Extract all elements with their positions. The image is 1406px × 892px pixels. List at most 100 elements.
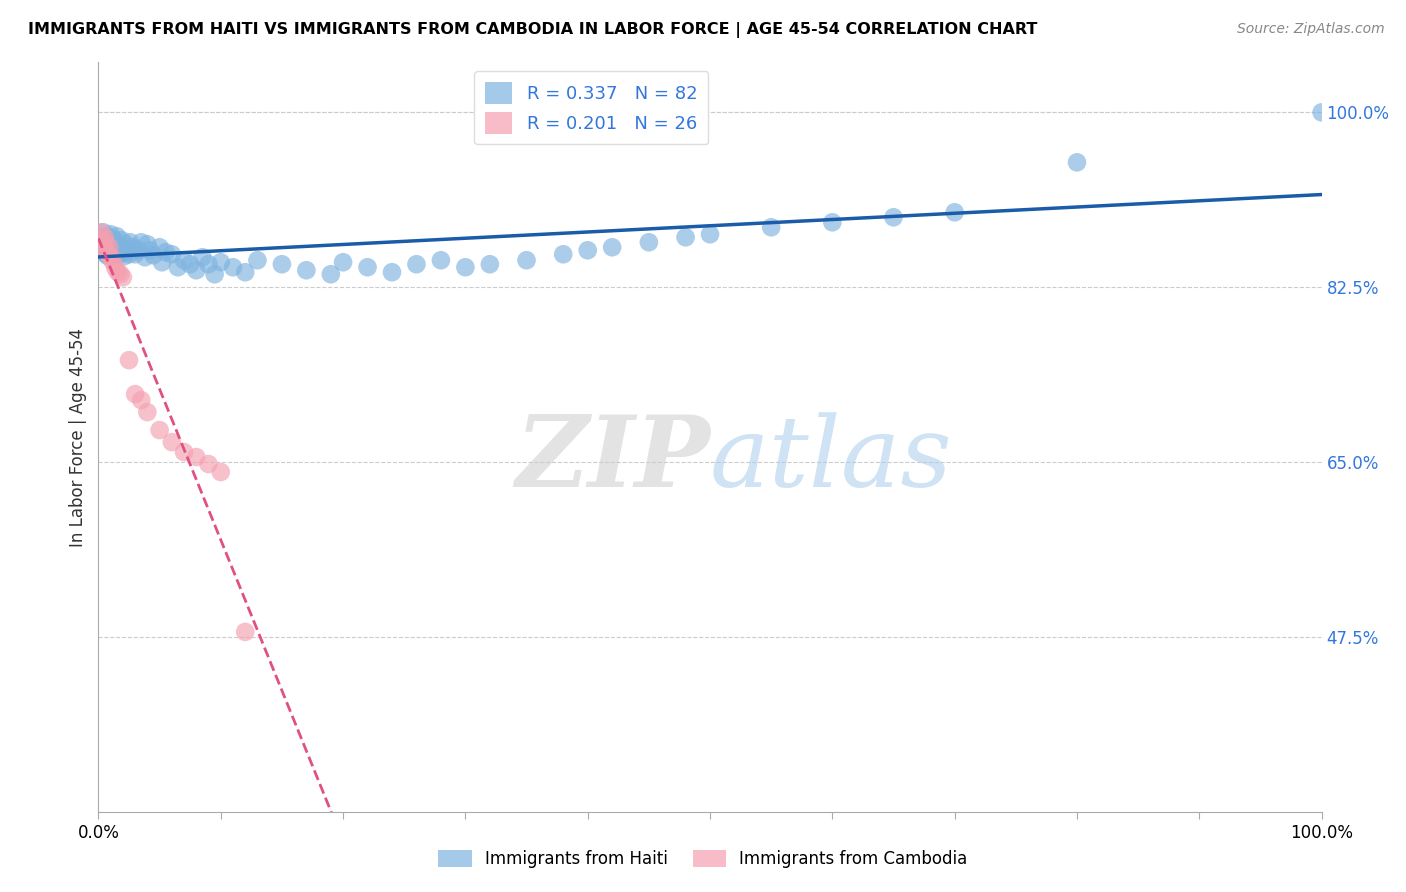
Point [173,253,195,268]
Point [197,457,219,471]
Point [110,267,132,281]
Point [356,260,378,275]
Point [91,225,114,239]
Point [454,260,477,275]
Legend: R = 0.337   N = 82, R = 0.201   N = 26: R = 0.337 N = 82, R = 0.201 N = 26 [474,71,709,145]
Point [101,235,124,250]
Point [101,242,124,256]
Text: ZIP: ZIP [515,411,710,508]
Point [149,423,172,437]
Point [104,248,127,262]
Point [103,244,125,258]
Point [118,353,141,368]
Point [107,244,129,259]
Point [270,257,294,271]
Point [100,244,122,258]
Point [124,247,146,261]
Point [118,247,141,261]
Point [332,255,354,269]
Point [134,250,156,264]
Point [90,225,112,239]
Point [295,263,318,277]
Point [405,257,427,271]
Point [91,233,114,247]
Point [150,255,173,269]
Point [381,265,404,279]
Point [883,211,905,225]
Point [97,236,120,251]
Point [191,250,214,264]
Point [94,235,117,250]
Point [93,230,115,244]
Legend: Immigrants from Haiti, Immigrants from Cambodia: Immigrants from Haiti, Immigrants from C… [432,843,974,875]
Point [478,257,501,271]
Point [139,244,162,258]
Point [127,244,149,258]
Point [222,260,245,275]
Point [93,233,115,247]
Point [104,235,127,250]
Point [204,267,226,281]
Point [111,233,134,247]
Point [98,240,121,254]
Point [91,230,114,244]
Point [110,247,132,261]
Point [94,235,117,250]
Point [136,237,159,252]
Point [149,240,172,254]
Point [104,261,127,276]
Point [675,230,697,244]
Point [96,231,118,245]
Text: atlas: atlas [710,412,953,508]
Text: Source: ZipAtlas.com: Source: ZipAtlas.com [1237,22,1385,37]
Text: IMMIGRANTS FROM HAITI VS IMMIGRANTS FROM CAMBODIA IN LABOR FORCE | AGE 45-54 COR: IMMIGRANTS FROM HAITI VS IMMIGRANTS FROM… [28,22,1038,38]
Point [94,247,117,261]
Point [155,245,177,260]
Point [160,247,183,261]
Point [96,245,118,260]
Point [107,265,129,279]
Point [209,465,232,479]
Point [142,248,165,262]
Point [111,270,134,285]
Point [699,227,721,242]
Point [120,235,142,250]
Point [105,242,128,256]
Y-axis label: In Labor Force | Age 45-54: In Labor Force | Age 45-54 [69,327,87,547]
Point [197,257,219,271]
Point [91,237,114,252]
Point [160,435,183,450]
Point [186,263,208,277]
Point [124,387,146,401]
Point [1066,155,1088,169]
Point [233,265,256,279]
Point [121,240,143,254]
Point [1310,105,1333,120]
Point [112,249,135,263]
Point [179,257,201,271]
Point [576,244,599,258]
Point [209,255,232,269]
Point [97,247,120,261]
Point [108,240,131,254]
Point [93,244,115,258]
Point [173,445,195,459]
Point [319,267,342,281]
Point [246,253,269,268]
Point [97,249,120,263]
Point [100,227,122,242]
Point [101,255,124,269]
Point [943,205,966,219]
Point [115,244,138,258]
Point [98,245,121,260]
Point [553,247,575,261]
Point [90,235,112,250]
Point [114,237,136,252]
Point [600,240,623,254]
Point [186,450,208,464]
Point [821,215,844,229]
Point [233,624,256,639]
Point [98,230,121,244]
Point [637,235,661,250]
Point [100,237,122,252]
